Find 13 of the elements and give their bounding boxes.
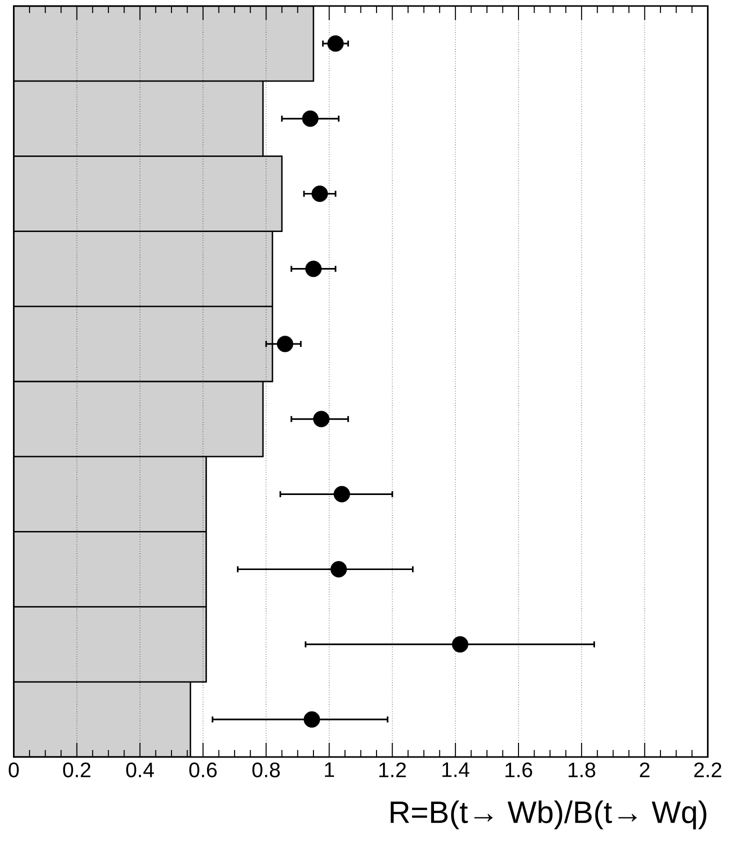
x-tick-label: 1.4 (442, 762, 470, 777)
x-tick-label: 0.8 (252, 762, 280, 778)
x-tick-label: 0.4 (126, 762, 154, 778)
x-tick-label: 0.6 (189, 762, 217, 778)
x-tick-label: 2.2 (694, 762, 722, 778)
x-tick-label: 0.2 (63, 762, 90, 778)
x-tick-label: 1.2 (379, 762, 406, 778)
x-tick-label: 0 (8, 762, 19, 778)
x-tick-label: 1 (325, 762, 334, 777)
x-tick-label: 1.8 (568, 762, 596, 778)
x-axis-title: R=B(t→ Wb)/B(t→ Wq) (390, 800, 706, 830)
x-tick-label: 2 (640, 762, 650, 778)
x-tick-label: 1.6 (506, 762, 532, 778)
